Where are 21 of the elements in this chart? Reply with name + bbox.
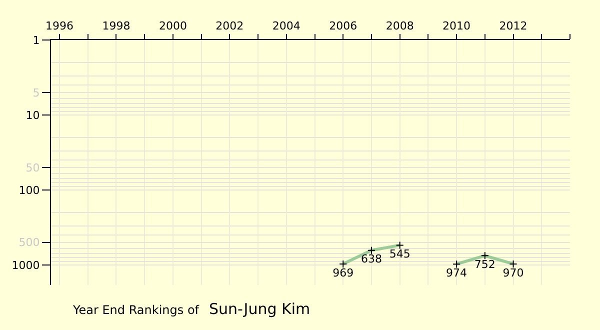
x-tick-label: 2012 <box>499 20 528 33</box>
x-tick-label: 1998 <box>102 20 130 33</box>
data-label: 752 <box>474 258 496 272</box>
x-tick-label: 2004 <box>272 20 300 33</box>
x-tick-label: 2002 <box>216 20 244 33</box>
x-tick-label: 2006 <box>329 20 358 33</box>
data-label: 974 <box>446 266 468 280</box>
y-tick-label: 1000 <box>12 258 40 272</box>
text: Sun-Jung Kim <box>209 300 310 318</box>
data-label: 545 <box>389 248 410 261</box>
y-tick-label: 100 <box>18 184 40 197</box>
text: Year End Rankings of <box>72 303 200 317</box>
x-tick-label: 1996 <box>46 20 74 33</box>
data-label: 638 <box>360 252 382 266</box>
data-label: 969 <box>332 266 354 280</box>
y-tick-label: 1 <box>32 34 40 47</box>
x-tick-label: 2010 <box>442 20 471 33</box>
data-label: 970 <box>502 266 524 280</box>
y-tick-label: 10 <box>26 108 40 122</box>
x-tick-label: 2000 <box>158 20 187 33</box>
x-tick-label: 2008 <box>386 20 414 33</box>
